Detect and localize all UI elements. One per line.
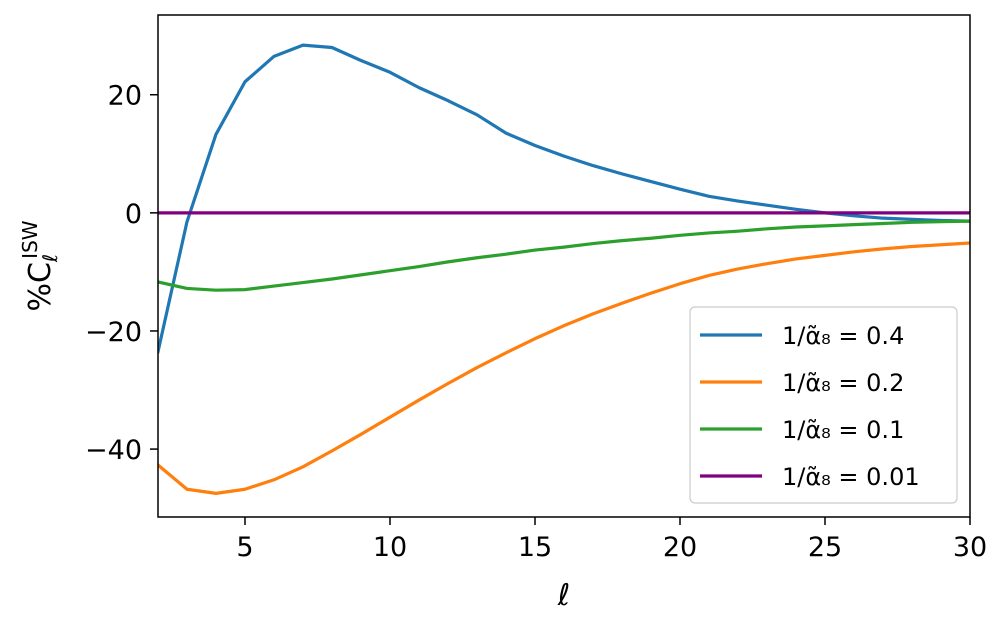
x-axis-ticks: 5 10 15 20 25 30 (236, 517, 987, 563)
y-axis-label: %CℓISW (18, 220, 62, 311)
legend-box (689, 306, 958, 504)
legend-label-3: 1/α̃₈ = 0.1 (782, 416, 904, 444)
y-axis-label-superscript: ISW (18, 220, 42, 259)
series-lines (158, 43, 970, 495)
x-tick-label: 25 (808, 532, 842, 563)
x-tick-label: 20 (663, 532, 697, 563)
x-tick-label: 5 (236, 532, 253, 563)
legend-label-1: 1/α̃₈ = 0.4 (782, 322, 904, 350)
y-axis-ticks: 20 0 −20 −40 (85, 81, 158, 466)
series-line-1 (158, 43, 970, 354)
y-tick-label: −20 (85, 317, 142, 348)
y-tick-label: −40 (85, 435, 142, 466)
x-axis-label: ℓ (557, 578, 570, 613)
series-line-2 (158, 241, 970, 495)
y-tick-label: 0 (125, 199, 142, 230)
legend-label-4: 1/α̃₈ = 0.01 (782, 463, 920, 491)
x-tick-label: 30 (953, 532, 987, 563)
x-tick-label: 10 (373, 532, 407, 563)
y-axis-label-main: %C (23, 262, 58, 311)
svg-text:%CℓISW: %CℓISW (18, 220, 62, 311)
series-line-3 (158, 219, 970, 292)
y-tick-label: 20 (108, 81, 142, 112)
y-axis-label-subscript: ℓ (38, 254, 62, 263)
x-tick-label: 15 (518, 532, 552, 563)
plot-frame (157, 14, 971, 518)
legend: 1/α̃₈ = 0.4 1/α̃₈ = 0.2 1/α̃₈ = 0.1 1/α̃₈ =… (689, 306, 958, 504)
legend-label-2: 1/α̃₈ = 0.2 (782, 369, 904, 397)
